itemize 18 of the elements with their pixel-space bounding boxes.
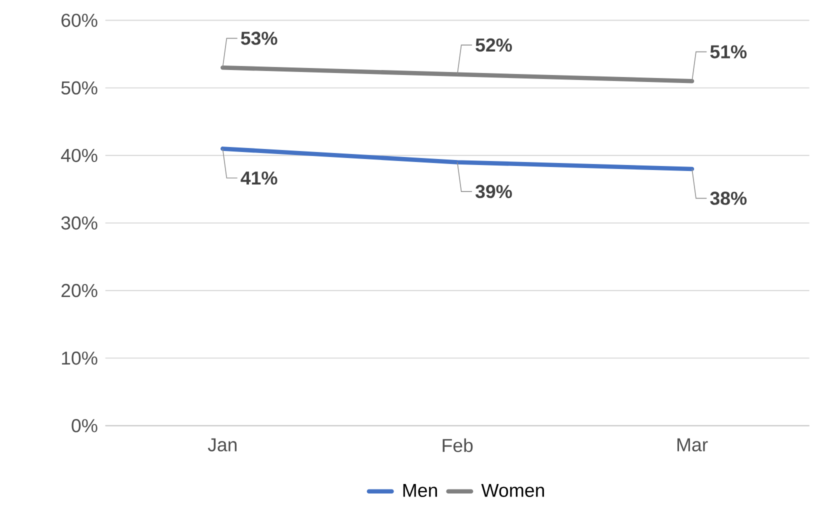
legend-label: Women	[481, 484, 544, 497]
y-tick-label: 60%	[62, 14, 98, 27]
data-label: 53%	[240, 32, 278, 45]
y-tick-label: 40%	[61, 148, 98, 162]
y-tick-label: 0%	[72, 419, 98, 432]
y-tick-label: 20%	[62, 284, 98, 298]
data-label: 38%	[710, 192, 747, 205]
y-tick-label: 10%	[62, 351, 98, 365]
x-tick-label: Feb	[442, 438, 473, 452]
x-tick-label: Mar	[677, 438, 708, 452]
x-tick-label: Jan	[208, 438, 237, 452]
data-label: 39%	[475, 184, 512, 198]
legend-label: Men	[403, 484, 437, 497]
data-label: 51%	[710, 45, 747, 58]
y-tick-label: 30%	[61, 216, 98, 230]
data-label: 52%	[476, 38, 512, 52]
y-tick-label: 50%	[61, 81, 98, 95]
data-label: 41%	[240, 171, 278, 185]
